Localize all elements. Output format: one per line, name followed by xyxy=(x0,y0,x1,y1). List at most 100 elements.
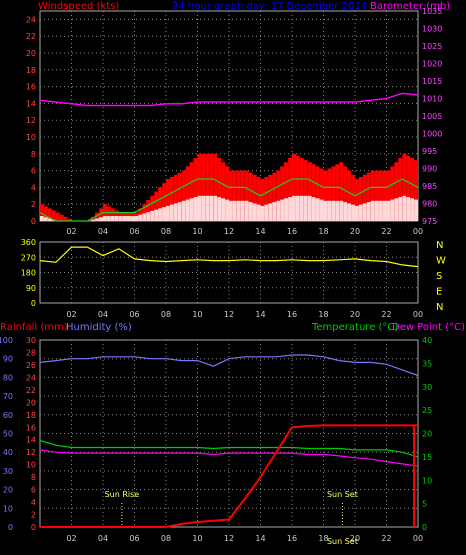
windspeed-bar xyxy=(370,170,375,221)
windspeed-bar xyxy=(366,172,371,221)
wind-lull-bar xyxy=(146,212,151,221)
wind-lull-bar xyxy=(229,200,233,221)
rainfall-y-tick: 0 xyxy=(31,523,36,532)
barometer-y-tick: 990 xyxy=(422,165,437,174)
rainfall-y-tick: 24 xyxy=(26,373,36,382)
humidity-y-tick: 80 xyxy=(3,373,13,382)
barometer-y-tick: 975 xyxy=(422,217,437,226)
rainfall-y-tick: 2 xyxy=(31,511,36,520)
wind-lull-bar xyxy=(110,216,115,221)
wind-y-tick: 22 xyxy=(26,32,36,41)
windspeed-bar xyxy=(272,172,277,221)
humidity-y-tick: 40 xyxy=(3,448,13,457)
climate-x-tick: 20 xyxy=(350,534,360,543)
wind-x-tick: 06 xyxy=(129,227,139,236)
wind-y-tick: 10 xyxy=(26,133,36,142)
wind-lull-bar xyxy=(307,195,312,221)
windspeed-bar xyxy=(236,170,241,221)
windspeed-bar xyxy=(221,162,226,221)
wind-lull-bar xyxy=(248,202,253,221)
direction-x-tick: 22 xyxy=(381,310,391,319)
temperature-y-tick: 25 xyxy=(422,406,432,415)
wind-lull-bar xyxy=(331,200,336,221)
direction-y-tick: 360 xyxy=(21,238,36,247)
wind-lull-bar xyxy=(193,197,198,221)
climate-x-tick: 02 xyxy=(66,534,76,543)
windspeed-bar xyxy=(244,170,249,221)
humidity-y-tick: 0 xyxy=(8,523,13,532)
rainfall-y-tick: 22 xyxy=(26,386,36,395)
wind-lull-bar xyxy=(319,199,324,221)
humidity-y-tick: 100 xyxy=(0,336,13,345)
climate-x-tick: 16 xyxy=(287,534,297,543)
windspeed-bar xyxy=(256,176,261,221)
direction-y-tick: 270 xyxy=(21,253,36,262)
wind-lull-bar xyxy=(91,219,96,221)
wind-lull-bar xyxy=(236,200,241,221)
windspeed-bar xyxy=(213,153,218,221)
wind-lull-bar xyxy=(189,198,194,221)
windspeed-bar xyxy=(232,170,237,221)
wind-lull-bar xyxy=(382,200,387,221)
wind-lull-bar xyxy=(327,200,332,221)
rainfall-y-tick: 18 xyxy=(26,411,36,420)
temperature-y-tick: 35 xyxy=(422,359,432,368)
barometer-y-tick: 1035 xyxy=(422,7,442,16)
windspeed-bar xyxy=(315,166,320,221)
windspeed-bar xyxy=(185,166,190,221)
barometer-y-tick: 1000 xyxy=(422,130,442,139)
windspeed-bar xyxy=(154,191,159,221)
wind-lull-bar xyxy=(343,202,348,221)
windspeed-bar xyxy=(335,164,340,221)
rainfall-y-tick: 26 xyxy=(26,361,36,370)
temperature-title: Temperature (°C) xyxy=(311,322,398,333)
wind-average-line xyxy=(39,178,419,222)
wind-y-tick: 4 xyxy=(31,183,36,192)
wind-lull-bar xyxy=(95,218,100,221)
windspeed-bar xyxy=(150,195,155,221)
wind-lull-bar xyxy=(386,200,391,221)
windspeed-bar xyxy=(51,210,56,221)
windspeed-bar xyxy=(99,208,104,221)
wind-lull-bar xyxy=(358,204,363,221)
wind-y-tick: 14 xyxy=(26,99,36,108)
direction-line xyxy=(39,246,419,268)
windspeed-bar xyxy=(331,166,336,221)
humidity-y-tick: 90 xyxy=(3,355,13,364)
wind-lull-bar xyxy=(134,216,139,221)
windspeed-bar xyxy=(390,166,395,221)
wind-lull-bar xyxy=(264,204,269,221)
barometer-y-tick: 1005 xyxy=(422,112,442,121)
windspeed-bar xyxy=(323,170,328,221)
wind-lull-bar xyxy=(173,203,178,221)
rainfall-y-tick: 10 xyxy=(26,461,36,470)
wind-lull-bar xyxy=(185,199,190,221)
windspeed-bar xyxy=(158,187,163,221)
wind-lull-bar xyxy=(130,216,135,221)
wind-lull-bar xyxy=(414,199,419,221)
wind-lull-bar xyxy=(166,205,170,221)
direction-x-tick: 08 xyxy=(161,310,171,319)
wind-lull-bar xyxy=(138,214,143,221)
windspeed-bar xyxy=(189,162,194,221)
climate-x-tick: 18 xyxy=(318,534,328,543)
rainfall-y-tick: 12 xyxy=(26,448,36,457)
wind-lull-bar xyxy=(378,200,383,221)
wind-lull-bar xyxy=(162,207,167,221)
wind-x-tick: 14 xyxy=(255,227,265,236)
wind-lull-bar xyxy=(398,197,403,221)
compass-label: N xyxy=(436,240,443,251)
humidity-title: Humidity (%) xyxy=(66,322,132,333)
temperature-line xyxy=(39,439,419,458)
rainfall-y-tick: 30 xyxy=(26,336,36,345)
temperature-y-tick: 5 xyxy=(422,500,427,509)
windspeed-bar xyxy=(166,179,170,221)
windspeed-bar xyxy=(339,162,344,221)
windspeed-bar xyxy=(374,170,379,221)
windspeed-bar xyxy=(394,162,399,221)
barometer-y-tick: 1030 xyxy=(422,25,442,34)
wind-lull-bar xyxy=(213,195,218,221)
wind-lull-bar xyxy=(410,198,415,221)
compass-label: E xyxy=(436,287,442,298)
wind-lull-bar xyxy=(288,197,293,221)
